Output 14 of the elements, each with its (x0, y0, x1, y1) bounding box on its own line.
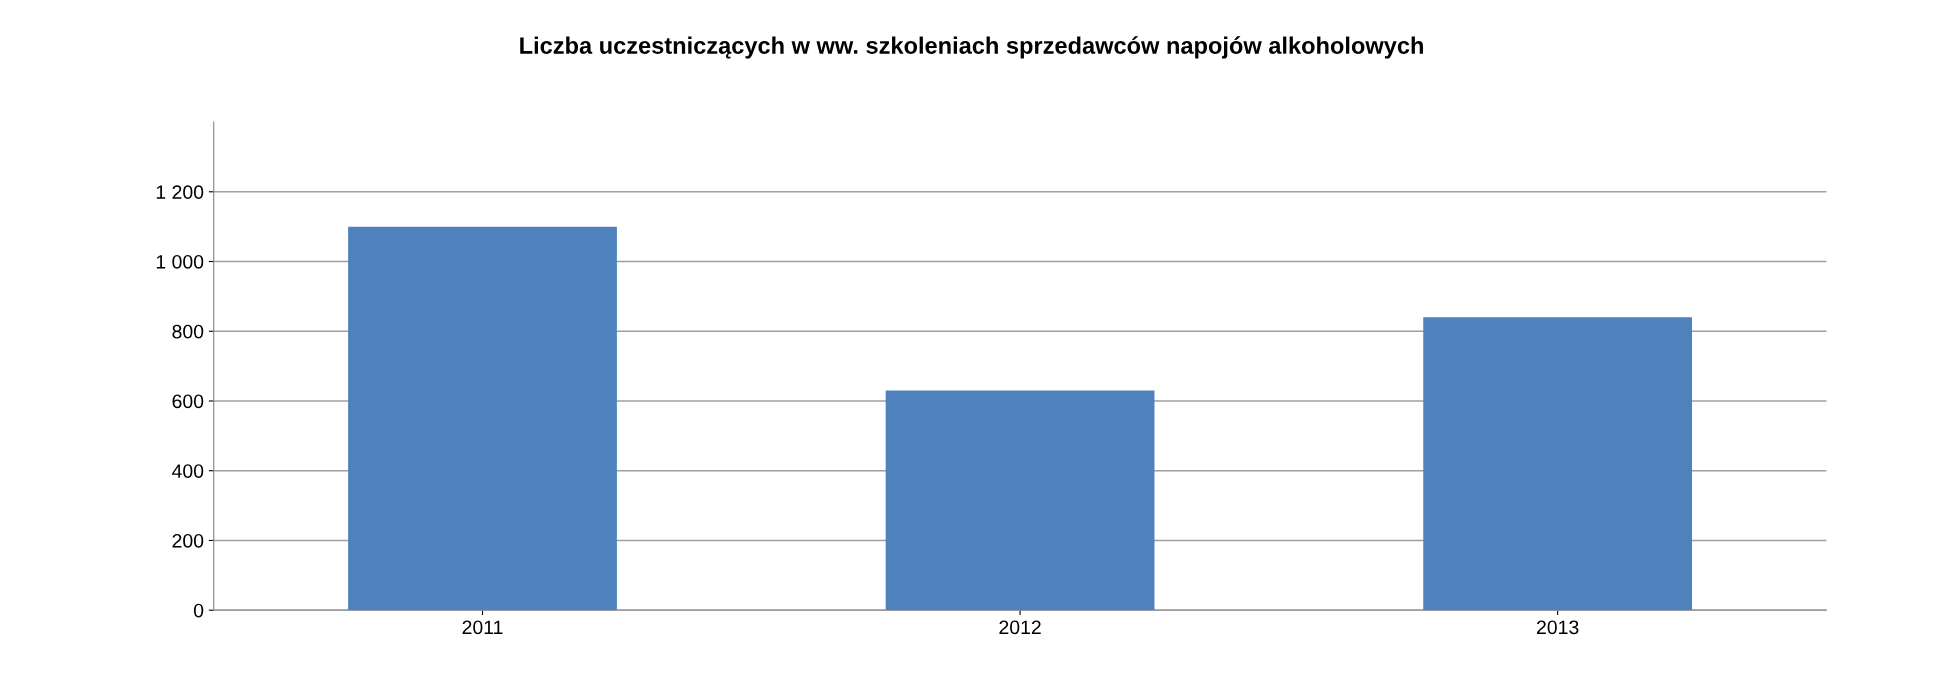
x-tick-label: 2011 (462, 620, 503, 635)
bar (885, 390, 1155, 611)
y-tick-label: 1 000 (156, 254, 204, 269)
y-tick-label: 800 (172, 324, 204, 339)
y-tick-label: 0 (193, 603, 204, 618)
y-tick-label: 400 (172, 464, 204, 478)
bar (348, 226, 617, 611)
bar (1423, 317, 1693, 611)
x-tick-label: 2012 (999, 620, 1041, 635)
chart-title: Liczba uczestniczących w ww. szkoleniach sprzedawców napojów alkoholowych (520, 36, 1423, 59)
y-tick-label: 600 (172, 394, 204, 409)
y-tick-label: 200 (172, 533, 204, 548)
y-tick-label: 1 200 (156, 185, 204, 200)
x-tick-label: 2013 (1536, 620, 1579, 635)
